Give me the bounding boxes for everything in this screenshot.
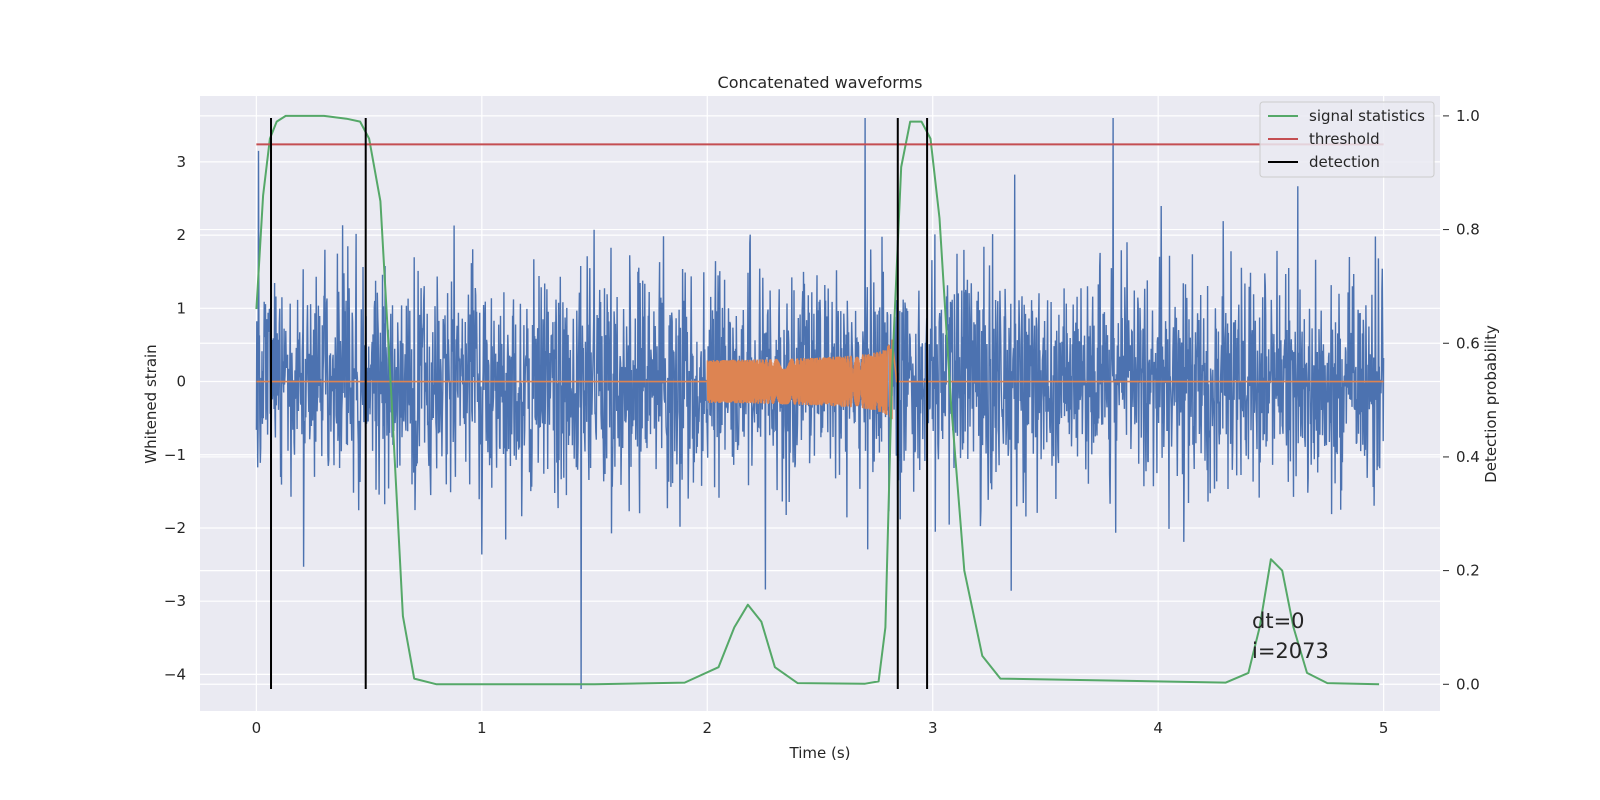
y2-tick-label: 0.6: [1456, 334, 1480, 352]
y-tick-label: −1: [164, 446, 186, 464]
chart-title: Concatenated waveforms: [718, 73, 923, 92]
y-axis-label: Whitened strain: [142, 344, 160, 463]
x-axis-label: Time (s): [789, 744, 851, 762]
y-tick-label: −2: [164, 519, 186, 537]
signal-statistics-line: [255, 114, 1380, 686]
y-tick-label: 1: [176, 299, 186, 317]
tick-labels: 0 1 2 3 4 5 −4 −3 −2 −1 0 1 2 3 0.0 0.2 0.4 0.6 0.8 1.0: [164, 107, 1480, 737]
x-tick-label: 4: [1153, 719, 1163, 737]
y2-tick-label: 0.0: [1456, 675, 1480, 693]
y-tick-label: 3: [176, 153, 186, 171]
waveform-series: [256, 339, 1384, 420]
legend: signal statistics threshold detection: [1259, 101, 1435, 178]
y2-tick-label: 0.4: [1456, 448, 1480, 466]
y-tick-label: 0: [176, 373, 186, 391]
y2-tick-label: 1.0: [1456, 107, 1480, 125]
y-tick-label: 2: [176, 226, 186, 244]
y2-axis-label: Detection probability: [1482, 325, 1500, 483]
annotation-dt: dt=0: [1252, 609, 1305, 633]
annotation-index: i=2073: [1252, 639, 1329, 663]
strain-series: [255, 117, 1385, 690]
signal-statistics-series: [255, 114, 1380, 686]
annotation: dt=0 i=2073: [1252, 609, 1329, 663]
strain-line: [255, 117, 1385, 690]
y2-tick-label: 0.8: [1456, 221, 1480, 239]
x-tick-label: 2: [702, 719, 712, 737]
waveform-line: [256, 339, 1384, 420]
legend-label-threshold: threshold: [1309, 130, 1380, 148]
y-tick-label: −3: [164, 592, 186, 610]
detection-series: [270, 117, 929, 690]
x-tick-label: 1: [477, 719, 487, 737]
legend-box: [1259, 101, 1435, 178]
y2-tick-label: 0.2: [1456, 562, 1480, 580]
legend-label-detection: detection: [1309, 153, 1380, 171]
x-tick-label: 3: [928, 719, 938, 737]
x-tick-label: 0: [252, 719, 262, 737]
legend-label-signal-statistics: signal statistics: [1309, 107, 1425, 125]
x-tick-label: 5: [1379, 719, 1389, 737]
y-tick-label: −4: [164, 665, 186, 683]
